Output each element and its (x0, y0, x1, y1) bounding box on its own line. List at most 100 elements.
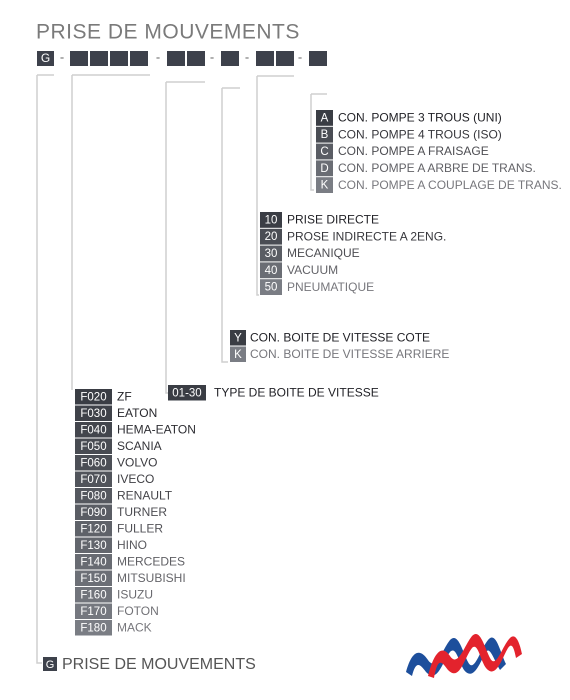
title: PRISE DE MOUVEMENTS (36, 21, 300, 44)
code-box (230, 330, 246, 346)
code: F030 (80, 408, 106, 420)
code: F160 (80, 589, 106, 601)
option-label: EATON (117, 406, 157, 420)
option-label: HINO (117, 538, 147, 552)
code-box (316, 177, 333, 193)
code-placeholder (221, 51, 239, 66)
separator: - (245, 49, 249, 64)
code: F090 (80, 507, 106, 519)
code: K (234, 349, 242, 361)
option-label: ISUZU (117, 587, 153, 601)
code-box (75, 620, 112, 636)
code-box (75, 587, 112, 603)
option-label: CON. BOITE DE VITESSE ARRIERE (250, 347, 449, 361)
code-box (75, 488, 112, 504)
code-box (260, 279, 282, 295)
code-box (75, 438, 112, 454)
code: 10 (265, 214, 278, 226)
code: 01-30 (172, 387, 201, 399)
code: 20 (265, 231, 278, 243)
brackets (36, 74, 327, 664)
code: C (320, 146, 328, 158)
option-label: CON. POMPE 3 TROUS (UNI) (338, 111, 502, 125)
separator: - (156, 49, 160, 64)
option-label: CON. POMPE A COUPLAGE DE TRANS. (338, 178, 562, 192)
code-prefix: G (41, 51, 50, 65)
code-box (260, 228, 282, 245)
code-placeholder (187, 51, 205, 66)
option-label: TYPE DE BOITE DE VITESSE (214, 385, 379, 399)
code-box (230, 346, 246, 362)
code: F060 (80, 457, 106, 469)
option-label: PNEUMATIQUE (287, 280, 374, 294)
code-box (168, 385, 206, 401)
option-label: PROSE INDIRECTE A 2ENG. (287, 229, 446, 243)
option-label: FOTON (117, 604, 159, 618)
option-label: SCANIA (117, 439, 162, 453)
code: F150 (80, 573, 106, 585)
code-placeholder (256, 51, 274, 66)
code-box (260, 245, 282, 262)
option-label: TURNER (117, 505, 167, 519)
code: F020 (80, 391, 106, 403)
footer-code: G (46, 659, 55, 671)
logo (406, 634, 522, 678)
separator: - (210, 49, 214, 64)
code-box (260, 262, 282, 279)
code-box (75, 422, 112, 438)
code: F140 (80, 556, 106, 568)
code-box (316, 110, 333, 126)
code: F130 (80, 540, 106, 552)
code-box (75, 471, 112, 487)
code-placeholder (130, 51, 148, 66)
code-box (75, 603, 112, 619)
code-box (260, 212, 282, 228)
code: F120 (80, 523, 106, 535)
code-box (43, 657, 57, 671)
option-label: IVECO (117, 472, 154, 486)
code-box (75, 521, 112, 537)
code-box (75, 504, 112, 520)
code-placeholder (167, 51, 185, 66)
option-label: FULLER (117, 521, 163, 535)
code: A (321, 112, 329, 124)
code-placeholder (276, 51, 294, 66)
option-label: MERCEDES (117, 554, 185, 568)
code-box (316, 160, 333, 177)
option-label: CON. POMPE A ARBRE DE TRANS. (338, 161, 536, 175)
code-box (75, 537, 112, 553)
option-label: MECANIQUE (287, 246, 360, 260)
code: D (320, 163, 328, 175)
code: F070 (80, 474, 106, 486)
code: 30 (265, 248, 278, 260)
code-box (75, 570, 112, 586)
footer-label: PRISE DE MOUVEMENTS (62, 656, 256, 673)
code-placeholder (90, 51, 108, 66)
code: K (321, 180, 329, 192)
code-box (75, 554, 112, 570)
option-label: HEMA-EATON (117, 422, 196, 436)
code: 40 (265, 265, 278, 277)
option-label: VOLVO (117, 455, 157, 469)
code-placeholder (70, 51, 88, 66)
code-box (316, 143, 333, 160)
code-box (75, 405, 112, 421)
option-label: CON. POMPE 4 TROUS (ISO) (338, 127, 502, 141)
option-label: RENAULT (117, 488, 173, 502)
option-label: CON. BOITE DE VITESSE COTE (250, 330, 430, 344)
option-label: MITSUBISHI (117, 571, 186, 585)
code: F180 (80, 622, 106, 634)
code: F170 (80, 606, 106, 618)
option-label: ZF (117, 389, 132, 403)
code-box (75, 389, 112, 405)
code: F050 (80, 441, 106, 453)
option-label: PRISE DIRECTE (287, 213, 379, 227)
code: Y (234, 332, 242, 344)
code-box (75, 455, 112, 471)
code: 50 (265, 282, 278, 294)
code: F040 (80, 424, 106, 436)
code-placeholder (110, 51, 128, 66)
option-label: MACK (117, 620, 152, 634)
code-box (316, 126, 333, 143)
separator: - (60, 49, 64, 64)
